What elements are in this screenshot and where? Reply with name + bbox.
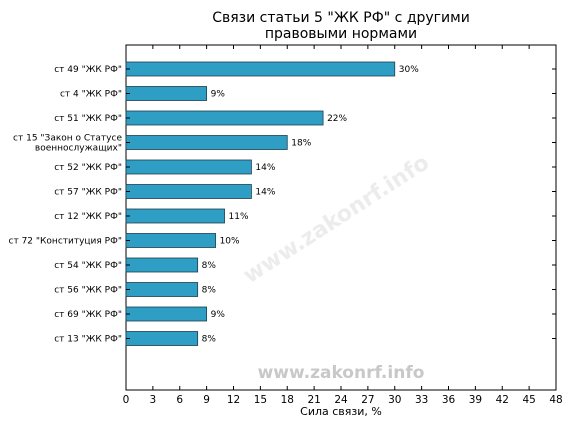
x-tick-label: 0	[123, 394, 130, 406]
category-label: ст 57 "ЖК РФ"	[54, 188, 122, 198]
data-label: 14%	[255, 188, 275, 198]
data-label: 11%	[229, 212, 249, 222]
x-tick-label: 12	[227, 394, 240, 406]
category-label: ст 12 "ЖК РФ"	[54, 212, 122, 222]
bar	[125, 208, 225, 224]
data-label: 18%	[291, 139, 311, 149]
bar	[125, 331, 199, 346]
data-label: 8%	[202, 261, 217, 271]
bar	[125, 257, 199, 273]
chart-title-line: Связи статьи 5 "ЖК РФ" с другими	[212, 10, 470, 26]
x-tick-label: 33	[415, 394, 428, 406]
category-label: ст 13 "ЖК РФ"	[54, 335, 122, 345]
data-label: 8%	[202, 335, 217, 345]
x-tick-label: 18	[281, 394, 294, 406]
x-tick-label: 30	[388, 394, 401, 406]
data-label: 14%	[255, 163, 275, 173]
x-tick-label: 24	[334, 394, 348, 406]
category-label: ст 72 "Конституция РФ"	[9, 237, 122, 247]
x-tick-label: 6	[176, 394, 183, 406]
category-label: ст 69 "ЖК РФ"	[54, 310, 122, 320]
x-tick-label: 48	[549, 394, 562, 406]
category-label: ст 56 "ЖК РФ"	[54, 286, 122, 296]
category-label: ст 52 "ЖК РФ"	[54, 163, 122, 173]
watermark: www.zakonrf.info	[258, 363, 425, 383]
category-label: ст 4 "ЖК РФ"	[60, 90, 122, 100]
data-label: 10%	[220, 237, 240, 247]
x-tick-label: 39	[469, 394, 482, 406]
chart-title-line: правовыми нормами	[265, 26, 417, 42]
bar	[125, 282, 199, 297]
category-label: ст 15 "Закон о Статусе	[13, 134, 122, 144]
bars: 30% ст 49 "ЖК РФ" 9% ст 4 "ЖК РФ" 22% ст 51 "…	[9, 61, 556, 346]
x-tick-label: 42	[496, 394, 509, 406]
x-tick-label: 36	[442, 394, 456, 406]
x-tick-label: 45	[522, 394, 535, 406]
bar	[125, 135, 288, 150]
category-label: ст 51 "ЖК РФ"	[54, 114, 122, 124]
x-axis-label: Сила связи, %	[300, 405, 382, 418]
data-label: 8%	[202, 286, 217, 296]
data-label: 9%	[211, 310, 226, 320]
bar	[125, 233, 216, 248]
bar	[125, 184, 252, 199]
bar	[125, 110, 324, 126]
data-label: 22%	[327, 114, 347, 124]
x-tick-label: 3	[150, 394, 157, 406]
bar	[125, 61, 396, 77]
category-label: военнослужащих"	[35, 144, 122, 154]
x-tick-label: 15	[254, 394, 267, 406]
bar	[125, 86, 208, 101]
data-label: 9%	[211, 90, 226, 100]
x-tick-label: 21	[307, 394, 320, 406]
bar	[125, 306, 208, 322]
x-axis: 0 3 6 9 12 15 18 21 24 27 30 33 36 39 42 45 48	[123, 45, 563, 406]
x-tick-label: 9	[203, 394, 210, 406]
data-label: 30%	[399, 65, 419, 75]
chart-title: Связи статьи 5 "ЖК РФ" с другимиправовым…	[212, 10, 470, 42]
category-label: ст 54 "ЖК РФ"	[54, 261, 122, 271]
category-label: ст 49 "ЖК РФ"	[54, 65, 122, 75]
bar	[125, 159, 252, 175]
x-tick-label: 27	[361, 394, 374, 406]
